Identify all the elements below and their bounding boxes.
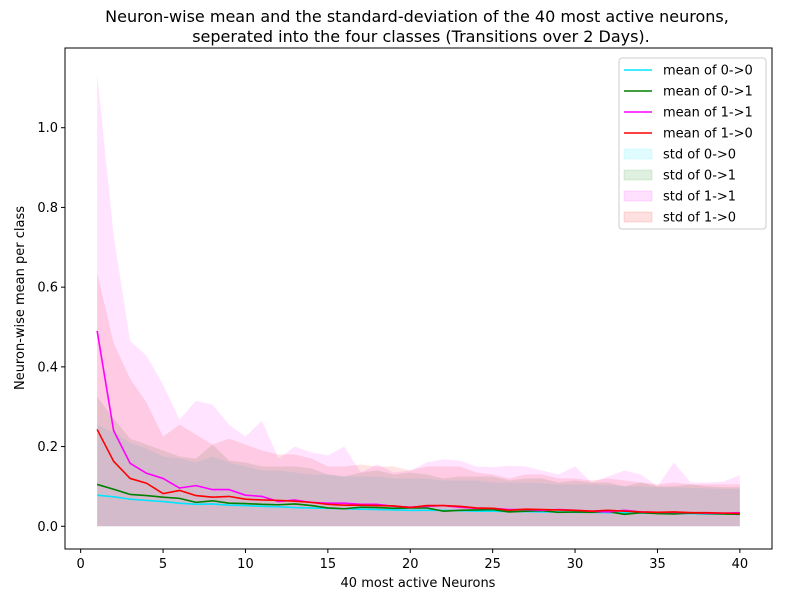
mean-lines: [96, 330, 740, 516]
legend-label-std-of-1-to-0: std of 1->0: [663, 211, 736, 226]
legend-label-mean-of-1-to-1: mean of 1->1: [663, 106, 753, 121]
line-mean-of-0-to-1: [96, 483, 740, 516]
legend-swatch-std-of-1-to-1: [623, 190, 653, 202]
legend-label-std-of-1-to-1: std of 1->1: [663, 190, 736, 205]
y-axis-label: Neuron-wise mean per class: [13, 206, 28, 390]
y-tick-label: 0.6: [37, 281, 58, 296]
legend-label-std-of-0-to-1: std of 0->1: [663, 169, 736, 184]
band-std-of-0-to-1: [97, 396, 740, 527]
band-std-of-1-to-1: [97, 73, 740, 527]
std-bands: [97, 73, 740, 527]
x-tick-label: 5: [159, 557, 167, 572]
chart-title-line-1: Neuron-wise mean and the standard-deviat…: [105, 7, 729, 26]
band-std-of-1-to-0: [97, 273, 740, 527]
y-tick-label: 0.2: [37, 440, 58, 455]
x-tick-label: 35: [649, 557, 666, 572]
legend-label-mean-of-0-to-0: mean of 0->0: [663, 64, 753, 79]
legend-box: [618, 57, 767, 230]
x-axis-ticks: 0 5 10 15 20 25 30 35 40: [77, 549, 749, 572]
legend-label-mean-of-1-to-0: mean of 1->0: [663, 127, 753, 142]
chart-title-line-2: seperated into the four classes (Transit…: [192, 27, 650, 46]
x-tick-label: 40: [732, 557, 749, 572]
legend: mean of 0->0 mean of 0->1 mean of 1->1 mean…: [618, 57, 767, 230]
x-tick-label: 15: [320, 557, 337, 572]
band-std-of-0-to-0: [97, 424, 740, 527]
y-tick-label: 0.0: [37, 520, 58, 535]
line-mean-of-1-to-0: [96, 429, 740, 515]
x-tick-label: 0: [77, 557, 85, 572]
plot-frame: [64, 47, 773, 550]
x-tick-label: 20: [402, 557, 419, 572]
x-tick-label: 25: [484, 557, 501, 572]
x-tick-label: 30: [567, 557, 584, 572]
legend-swatch-std-of-1-to-0: [623, 211, 653, 223]
legend-swatch-std-of-0-to-1: [623, 169, 653, 181]
legend-label-std-of-0-to-0: std of 0->0: [663, 148, 736, 163]
x-axis-label: 40 most active Neurons: [341, 576, 496, 591]
x-tick-label: 10: [237, 557, 254, 572]
y-tick-label: 0.8: [37, 201, 58, 216]
y-tick-label: 0.4: [37, 360, 58, 375]
y-tick-label: 1.0: [37, 121, 58, 136]
y-axis-ticks: 0.0 0.2 0.4 0.6 0.8 1.0: [37, 121, 65, 535]
legend-label-mean-of-0-to-1: mean of 0->1: [663, 85, 753, 100]
legend-swatch-std-of-0-to-0: [623, 148, 653, 160]
